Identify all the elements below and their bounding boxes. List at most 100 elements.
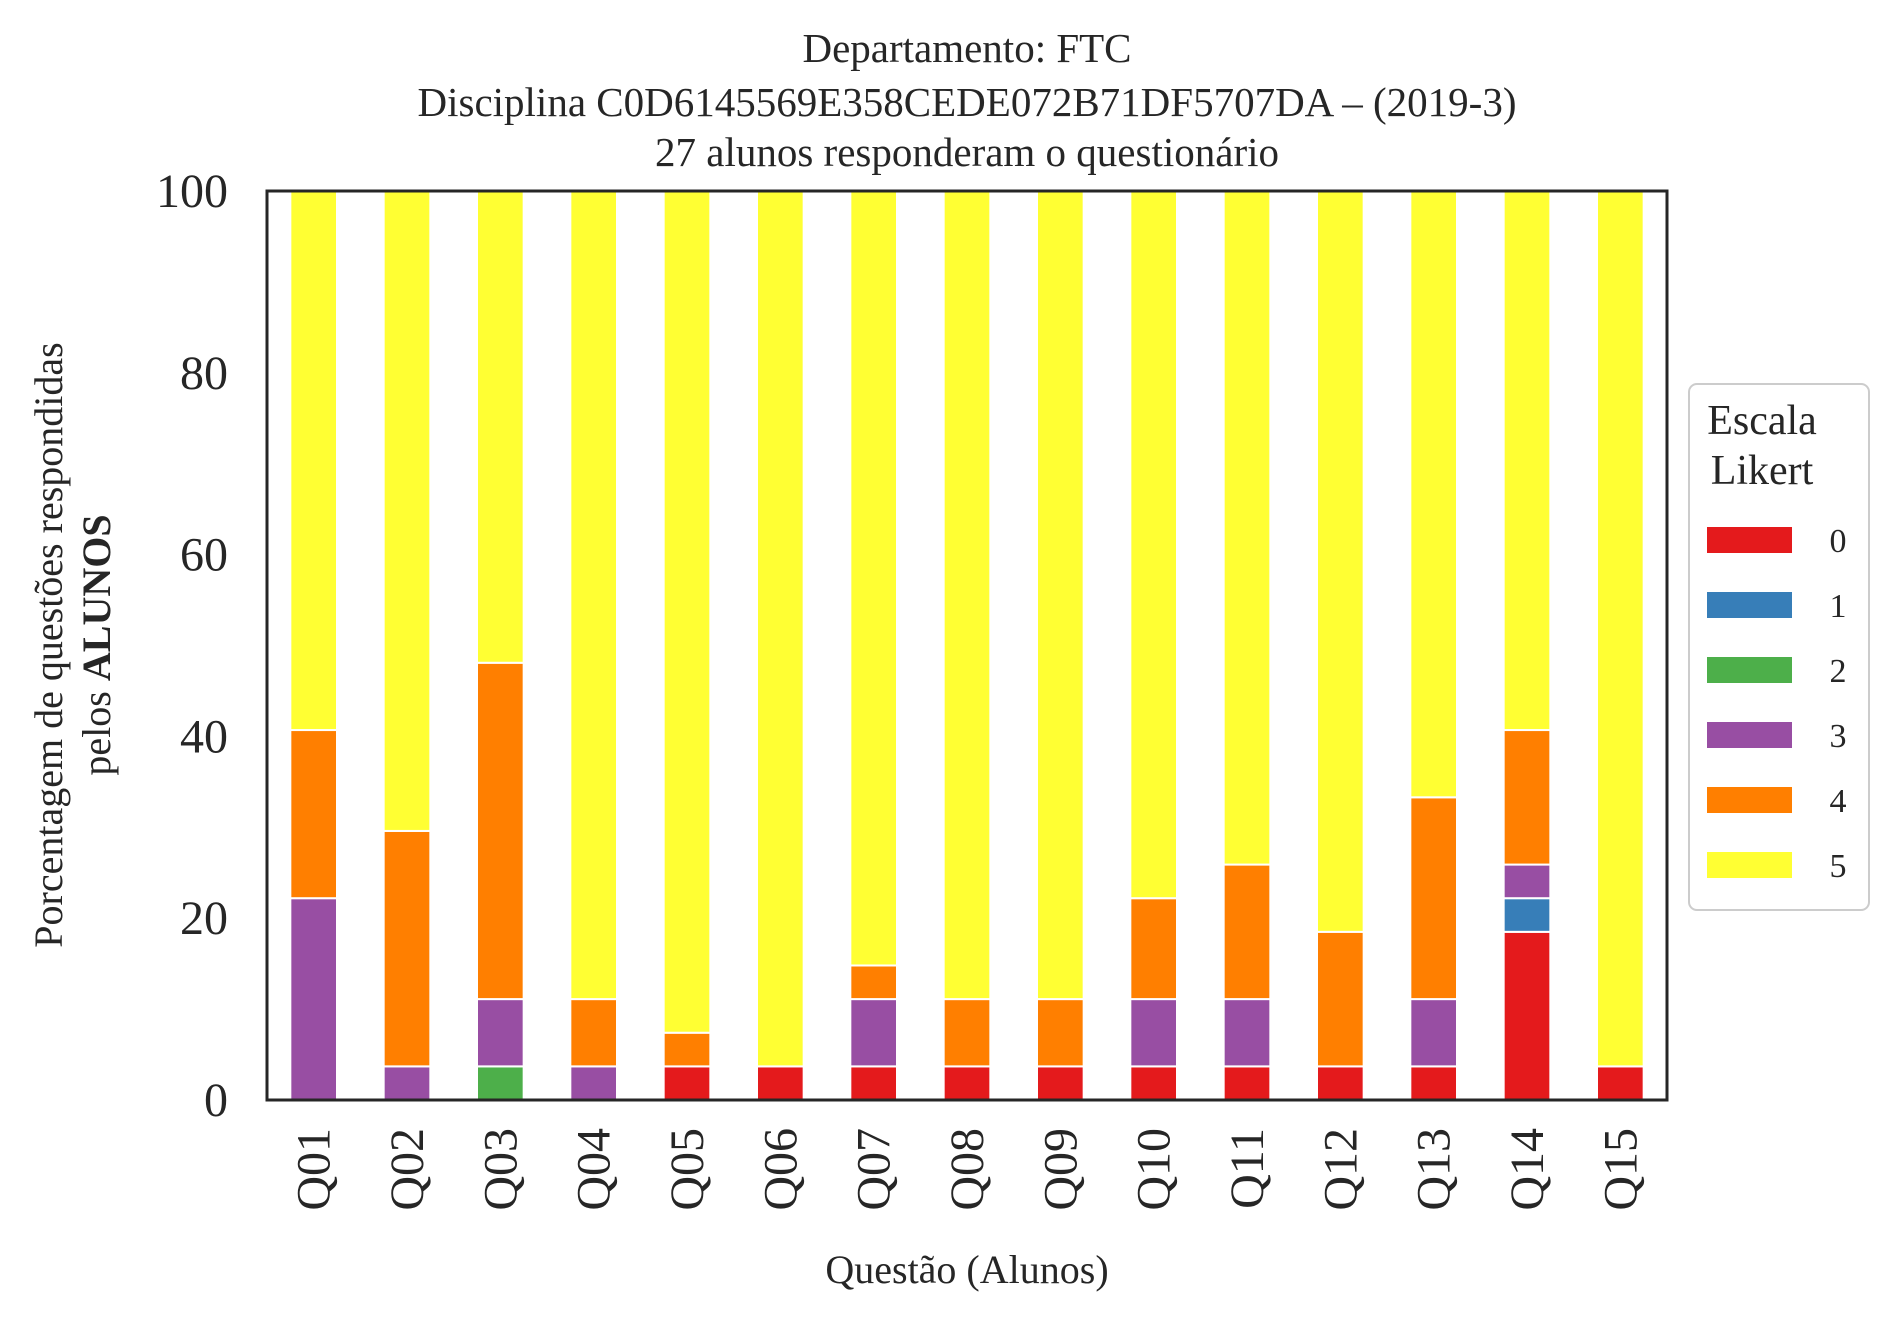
x-tick-q05: Q05 [661, 1128, 714, 1211]
x-tick-q12: Q12 [1314, 1128, 1367, 1211]
y-tick-80: 80 [180, 347, 228, 400]
bar-q14-level-1 [1502, 897, 1552, 933]
x-tick-q15: Q15 [1594, 1128, 1647, 1211]
y-tick-100: 100 [156, 165, 228, 218]
bar-q14-level-0 [1502, 930, 1552, 1102]
bar-q06-level-5 [756, 190, 805, 1068]
bar-q09-level-5 [1036, 190, 1085, 1001]
legend: Escala Likert 0 1 2 3 4 5 [1688, 383, 1870, 911]
x-tick-q02: Q02 [381, 1128, 434, 1211]
legend-label-2: 2 [1830, 653, 1847, 690]
bar-q14-level-3 [1502, 863, 1552, 900]
bar-q11-level-5 [1222, 190, 1272, 866]
y-tick-20: 20 [180, 892, 228, 945]
bar-q07-level-4 [849, 964, 898, 1001]
bar-q10-level-0 [1129, 1065, 1179, 1101]
bar-q13-level-5 [1409, 190, 1459, 799]
bar-q01-level-4 [289, 729, 339, 900]
x-tick-q01: Q01 [288, 1128, 341, 1211]
x-tick-q06: Q06 [754, 1128, 807, 1211]
bar-q15-level-5 [1596, 190, 1645, 1068]
chart-title-line-1: Departamento: FTC [802, 25, 1131, 71]
bar-q02-level-4 [382, 829, 432, 1068]
bar-q11-level-0 [1222, 1065, 1272, 1101]
bar-q02-level-5 [382, 190, 432, 832]
bar-q13-level-0 [1409, 1065, 1459, 1101]
bar-q03-level-2 [476, 1065, 525, 1101]
legend-label-1: 1 [1830, 588, 1847, 625]
bar-q12-level-4 [1316, 930, 1365, 1068]
bar-q14-level-5 [1502, 190, 1552, 732]
x-tick-q14: Q14 [1501, 1128, 1554, 1211]
legend-title-line-1: Escala [1707, 398, 1817, 444]
bar-q03-level-4 [476, 661, 525, 1001]
bar-q10-level-4 [1129, 897, 1179, 1001]
x-tick-q07: Q07 [848, 1128, 901, 1211]
plot-frame [265, 189, 1669, 1102]
x-tick-q08: Q08 [941, 1128, 994, 1211]
legend-frame [1688, 383, 1870, 911]
bar-q11-level-4 [1222, 863, 1272, 1001]
bar-q07-level-3 [849, 998, 898, 1068]
legend-swatch-4 [1707, 787, 1792, 813]
y-axis-label-prefix: pelos [74, 681, 119, 775]
chart-title-line-3: 27 alunos responderam o questionário [655, 129, 1279, 175]
bar-q01-level-5 [289, 190, 339, 732]
bar-q05-level-0 [662, 1065, 712, 1101]
y-tick-0: 0 [204, 1074, 228, 1127]
bar-q02-level-3 [382, 1065, 432, 1101]
chart-title-line-2: Disciplina C0D6145569E358CEDE072B71DF570… [418, 79, 1517, 125]
bar-q10-level-3 [1129, 998, 1179, 1068]
x-axis-label: Questão (Alunos) [825, 1247, 1108, 1292]
bar-q08-level-4 [942, 998, 992, 1068]
bar-q10-level-5 [1129, 190, 1179, 900]
y-axis-label-line-2: pelos ALUNOS [74, 514, 119, 775]
bars-group [289, 190, 1645, 1102]
bar-q08-level-5 [942, 190, 992, 1001]
bar-q03-level-5 [476, 190, 525, 664]
bar-q06-level-0 [756, 1065, 805, 1101]
bar-q05-level-4 [662, 1031, 712, 1068]
bar-q04-level-4 [569, 998, 618, 1068]
legend-label-3: 3 [1830, 718, 1847, 755]
bar-q14-level-4 [1502, 729, 1552, 866]
legend-label-0: 0 [1830, 523, 1847, 560]
x-tick-q11: Q11 [1221, 1128, 1274, 1209]
bar-q15-level-0 [1596, 1065, 1645, 1101]
bar-q12-level-5 [1316, 190, 1365, 933]
legend-items: 0 1 2 3 4 5 [1707, 523, 1847, 885]
bar-q09-level-0 [1036, 1065, 1085, 1101]
legend-swatch-3 [1707, 722, 1792, 748]
bar-q07-level-0 [849, 1065, 898, 1101]
y-axis-ticks: 0 20 40 60 80 100 [156, 165, 228, 1127]
legend-swatch-1 [1707, 592, 1792, 618]
y-tick-40: 40 [180, 710, 228, 763]
legend-title-line-2: Likert [1711, 448, 1814, 494]
bar-q11-level-3 [1222, 998, 1272, 1068]
bar-q13-level-4 [1409, 796, 1459, 1001]
y-axis-label-line-1: Porcentagem de questões respondidas [26, 342, 71, 947]
x-tick-q10: Q10 [1128, 1128, 1181, 1211]
bar-q04-level-3 [569, 1065, 618, 1101]
legend-swatch-0 [1707, 527, 1792, 553]
x-tick-q09: Q09 [1034, 1128, 1087, 1211]
bar-q12-level-0 [1316, 1065, 1365, 1101]
y-tick-60: 60 [180, 529, 228, 582]
bar-q05-level-5 [662, 190, 712, 1034]
bar-q04-level-5 [569, 190, 618, 1001]
bar-q07-level-5 [849, 190, 898, 967]
bar-q01-level-3 [289, 897, 339, 1102]
legend-label-5: 5 [1830, 848, 1847, 885]
x-tick-q04: Q04 [568, 1128, 621, 1211]
legend-swatch-5 [1707, 852, 1792, 878]
bar-q09-level-4 [1036, 998, 1085, 1068]
y-axis-label-bold: ALUNOS [74, 514, 119, 681]
x-axis-ticks: Q01 Q02 Q03 Q04 Q05 Q06 Q07 Q08 Q09 Q10 Q11 Q12 Q13 Q… [288, 1128, 1648, 1211]
bar-q08-level-0 [942, 1065, 992, 1101]
bar-q13-level-3 [1409, 998, 1459, 1068]
x-tick-q13: Q13 [1408, 1128, 1461, 1211]
bar-q03-level-3 [476, 998, 525, 1068]
legend-label-4: 4 [1830, 783, 1847, 820]
legend-swatch-2 [1707, 657, 1792, 683]
